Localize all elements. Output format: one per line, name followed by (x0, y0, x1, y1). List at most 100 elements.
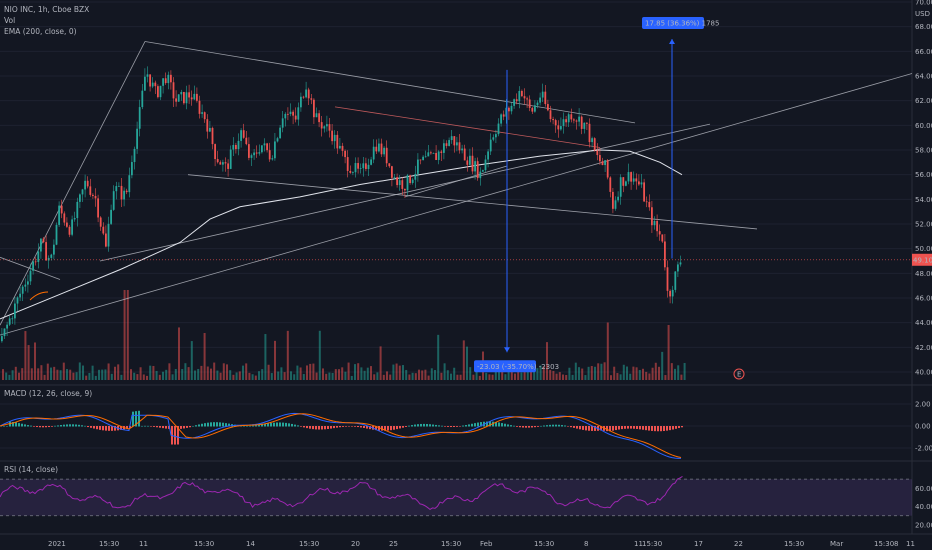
candle-body (583, 122, 586, 129)
macd-histogram-bar (411, 425, 413, 427)
volume-bar (418, 369, 420, 380)
candle-body (315, 113, 318, 118)
volume-bar (258, 371, 260, 380)
annotations[interactable]: 49.10 17.85 (36.36%) 1785 -23.03 (-35.70%)… (0, 17, 932, 380)
macd-histogram-bar (606, 426, 608, 432)
candle-body (388, 163, 391, 167)
candle-body (414, 173, 417, 180)
candle-body (261, 145, 263, 153)
candle-body (445, 143, 448, 146)
volume-bar (526, 371, 529, 380)
rsi-label[interactable]: RSI (14, close) (4, 465, 59, 474)
volume-bar (62, 362, 65, 380)
volume-bar (424, 369, 427, 380)
candle-body (180, 91, 183, 95)
macd-histogram-bar (672, 426, 674, 430)
candle-body (89, 186, 92, 195)
price-tick-label: 44.00 (915, 319, 932, 327)
volume-bar (594, 366, 596, 380)
volume-bar (373, 374, 376, 380)
candle-body (240, 130, 242, 141)
volume-bar (411, 372, 414, 380)
candle-body (640, 182, 643, 185)
candle-body (552, 119, 554, 121)
vol-label[interactable]: Vol (4, 16, 16, 25)
volume-bar (130, 369, 132, 380)
volume-bar (658, 366, 660, 380)
volume-bar (344, 371, 347, 380)
volume-bar (226, 364, 228, 380)
candle-body (362, 163, 365, 169)
candle-body (430, 152, 432, 154)
candle-body (411, 179, 414, 183)
macd-histogram-bar (312, 426, 314, 430)
macd-histogram-bar (345, 426, 347, 427)
volume-bar (494, 368, 497, 380)
volume-bar (194, 370, 196, 380)
volume-bar (184, 363, 187, 380)
candle-body (16, 297, 19, 304)
candle-body (653, 220, 656, 226)
macd-histogram-bar (552, 424, 554, 427)
volume-bar (104, 369, 107, 380)
arrow-drawing (29, 291, 49, 301)
macd-histogram-bar (414, 424, 416, 427)
volume-bar (533, 366, 536, 380)
candle-body (110, 209, 112, 224)
candle-body (123, 190, 125, 200)
volume-bar (382, 374, 385, 380)
volume-bar (507, 365, 510, 380)
candle-body (570, 114, 573, 120)
time-tick-label: 15:30 (299, 540, 319, 548)
volume-bar (629, 373, 632, 380)
macd-histogram-bar (222, 422, 224, 427)
volume-bar (542, 366, 545, 380)
ema-label[interactable]: EMA (200, close, 0) (4, 27, 77, 36)
volume-bar (546, 342, 548, 380)
candle-body (258, 152, 261, 154)
symbol-line[interactable]: NIO INC, 1h, Cboe BZX (4, 5, 90, 14)
candle-body (469, 155, 471, 165)
volume-bar (434, 369, 436, 380)
macd-histogram-bar (9, 421, 11, 427)
volume-bar (229, 370, 232, 380)
macd-histogram-bar (66, 424, 68, 427)
volume-bar (277, 371, 280, 380)
volume-bar (306, 365, 308, 380)
candle-body (541, 91, 544, 98)
macd-histogram-bar (678, 426, 680, 429)
candle-body (120, 185, 123, 200)
macd-histogram-bar (444, 426, 446, 427)
candle-body (554, 120, 557, 126)
candle-body (175, 98, 177, 102)
volume-bar (235, 372, 238, 380)
candle-body (495, 134, 497, 138)
candle-body (323, 126, 326, 129)
candle-body (419, 159, 422, 161)
macd-histogram-bar (177, 426, 179, 445)
candle-body (305, 89, 307, 98)
candle-body (284, 113, 287, 119)
volume-bar (78, 362, 81, 380)
macd-histogram-bar (99, 426, 101, 430)
macd-tick-label: 2.00 (915, 401, 931, 409)
macd-histogram-bar (669, 426, 671, 431)
candle-body (224, 162, 227, 164)
macd-histogram-bar (609, 426, 611, 432)
candle-body (281, 118, 284, 128)
trendlines[interactable] (0, 41, 913, 336)
macd-histogram-bar (417, 424, 419, 427)
volume-bar (651, 367, 654, 380)
candle-body (448, 140, 450, 146)
macd-histogram-bar (369, 426, 371, 430)
candle-body (214, 144, 216, 160)
volume-bar (421, 370, 424, 380)
macd-histogram-bar (258, 424, 260, 427)
candle-body (346, 157, 349, 171)
macd-label[interactable]: MACD (12, 26, close, 9) (4, 389, 93, 398)
trendline (0, 73, 913, 336)
volume-bar (536, 368, 539, 380)
macd-histogram-bar (630, 426, 632, 429)
candle-body (300, 96, 302, 108)
